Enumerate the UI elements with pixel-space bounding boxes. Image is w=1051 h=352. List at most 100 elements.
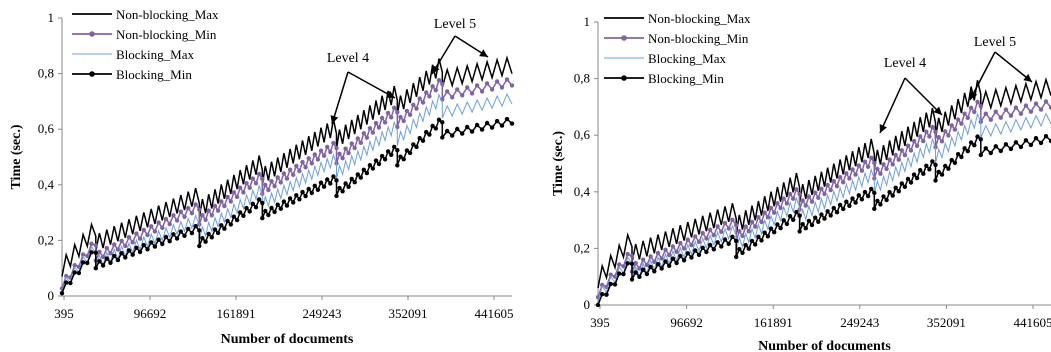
series-point (604, 292, 609, 297)
series-point (260, 200, 265, 206)
series-point (178, 209, 183, 214)
series-point (648, 254, 653, 259)
series-point (734, 254, 739, 260)
series-point (209, 235, 214, 240)
annotation-arrow (347, 71, 396, 99)
series-point (899, 148, 904, 153)
series-point (806, 194, 812, 199)
series-point (753, 242, 758, 247)
series-point (778, 205, 783, 211)
series-point (803, 226, 808, 231)
series-point (978, 152, 983, 158)
series-point (275, 175, 280, 180)
series-point (791, 196, 796, 201)
series-point (625, 251, 630, 257)
series-point (872, 206, 877, 211)
series-point (797, 229, 802, 234)
series-point (734, 223, 739, 228)
series-point (762, 230, 767, 235)
series-point (411, 142, 416, 147)
series-point (504, 116, 510, 122)
series-point (822, 191, 827, 197)
series-point (414, 144, 419, 150)
series-blocking-min (59, 116, 515, 296)
series-point (200, 213, 205, 218)
series-point (809, 199, 815, 204)
series-point (983, 146, 988, 151)
series-point (504, 77, 510, 82)
series-point (343, 146, 348, 151)
series-point (939, 139, 945, 144)
series-point (637, 266, 642, 271)
annotation-arrowhead (330, 115, 339, 124)
series-point (231, 214, 237, 219)
series-point (719, 229, 724, 234)
series-point (440, 135, 445, 140)
y-tick-label: 0,6 (38, 121, 55, 136)
series-point (294, 163, 299, 169)
series-point (346, 150, 351, 156)
series-point (704, 236, 709, 241)
series-point (395, 163, 400, 168)
series-point (803, 203, 808, 208)
series-point (644, 271, 650, 277)
series-point (678, 253, 683, 259)
series-point (875, 198, 880, 204)
series-point (707, 227, 713, 232)
series-point (119, 238, 124, 244)
series-point (674, 249, 679, 254)
x-tick-label: 161891 (217, 306, 256, 321)
series-point (100, 254, 106, 260)
series-non-blocking-max (61, 55, 513, 277)
series-point (306, 186, 311, 192)
series-point (816, 219, 821, 224)
series-point (385, 110, 391, 116)
series-point (749, 219, 755, 225)
series-point (269, 179, 274, 184)
series-point (318, 148, 324, 153)
series-point (850, 167, 855, 172)
series-point (608, 272, 613, 277)
series-point (988, 117, 993, 122)
series-point (978, 103, 983, 109)
series-point (959, 121, 964, 126)
series-point (401, 157, 406, 162)
series-point (949, 123, 954, 128)
legend-marker (621, 75, 627, 81)
series-point (358, 175, 363, 180)
series-point (853, 172, 858, 177)
series-point (479, 89, 485, 94)
series-point (655, 262, 661, 267)
series-point (952, 127, 958, 132)
series-point (689, 242, 694, 248)
series-point (813, 215, 818, 220)
series-point (722, 220, 728, 226)
series-point (321, 153, 327, 158)
series-point (225, 218, 230, 224)
series-point (186, 226, 191, 232)
series-point (234, 194, 240, 200)
series-point (911, 172, 917, 177)
series-point (349, 176, 354, 182)
series-point (730, 234, 735, 239)
annotation-arrowhead (432, 65, 440, 74)
series-point (693, 234, 698, 239)
y-tick-label: 0,4 (38, 177, 55, 192)
x-tick-label: 352091 (927, 315, 966, 330)
legend-label: Non-blocking_Max (116, 7, 219, 22)
series-point (678, 240, 683, 246)
series-point (700, 245, 705, 250)
series-point (629, 277, 635, 282)
series-point (352, 180, 357, 185)
annotation-arrowhead (479, 49, 488, 57)
series-point (352, 145, 357, 151)
series-point (715, 224, 720, 229)
series-point (445, 89, 450, 94)
series-point (385, 149, 391, 154)
series-point (334, 178, 339, 183)
series-point (228, 222, 233, 227)
series-line (597, 100, 1051, 298)
series-point (887, 157, 892, 162)
series-point (436, 78, 442, 83)
series-point (681, 258, 687, 263)
